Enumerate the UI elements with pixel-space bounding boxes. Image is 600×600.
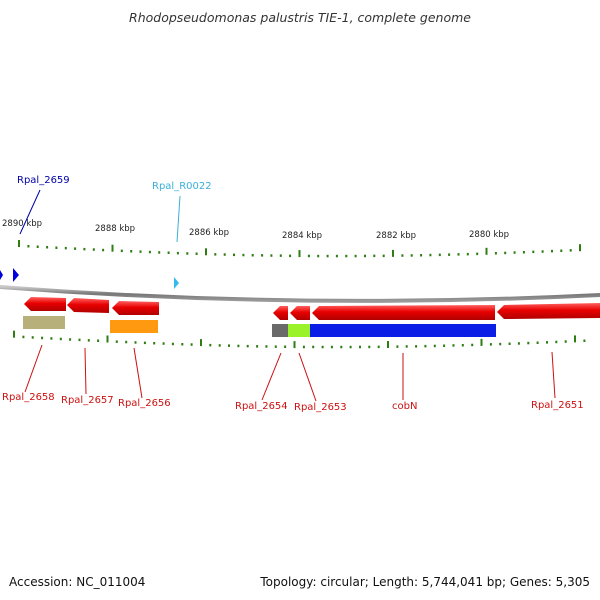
cog-bar-rpal-2656 xyxy=(110,320,158,333)
callout-line-rpal-2656 xyxy=(133,347,143,399)
gene-rpal-2657[interactable] xyxy=(67,298,109,313)
rna-gene-marker xyxy=(174,277,179,289)
gene-label-rpal-2658[interactable]: Rpal_2658 xyxy=(2,392,55,403)
gene-label-rpal-2651[interactable]: Rpal_2651 xyxy=(531,400,584,411)
topology-text: Topology: circular; Length: 5,744,041 bp… xyxy=(260,575,590,589)
cog-bar-rpal-2658 xyxy=(23,316,65,329)
ruler-label-2884: 2884 kbp xyxy=(282,231,323,241)
blue-gene-marker xyxy=(13,268,19,282)
ruler-label-2890: 2890 kbp xyxy=(2,219,43,229)
gene-label-rpal-2654[interactable]: Rpal_2654 xyxy=(235,401,288,412)
cog-bar-rpal-2654 xyxy=(272,324,288,337)
cog-bar-cobn xyxy=(310,324,496,337)
genome-title: Rhodopseudomonas palustris TIE-1, comple… xyxy=(129,10,471,25)
callout-line-rpal-r0022 xyxy=(176,195,181,243)
gene-label-rpal-2659[interactable]: Rpal_2659 xyxy=(17,175,70,186)
callout-line-rpal-2651 xyxy=(551,351,556,399)
genome-backbone xyxy=(0,285,600,303)
ruler-ticks-upper xyxy=(18,240,581,258)
gene-label-rpal-2656[interactable]: Rpal_2656 xyxy=(118,398,171,409)
accession-text: Accession: NC_011004 xyxy=(9,575,146,589)
gene-label-cobn[interactable]: cobN xyxy=(392,401,418,412)
callout-line-rpal-2654 xyxy=(261,352,282,401)
gene-rpal-2651[interactable] xyxy=(497,303,600,319)
gene-label-rpal-2657[interactable]: Rpal_2657 xyxy=(61,395,114,406)
cog-bar-rpal-2653 xyxy=(288,324,310,337)
ruler-label-2880: 2880 kbp xyxy=(469,230,510,240)
ruler-label-2888: 2888 kbp xyxy=(95,224,136,234)
gene-rpal-2654[interactable] xyxy=(273,306,288,320)
callout-line-rpal-2658 xyxy=(24,344,43,393)
callout-line-rpal-2659 xyxy=(19,189,41,235)
gene-rpal-2653[interactable] xyxy=(290,306,310,320)
gene-label-rpal-2653[interactable]: Rpal_2653 xyxy=(294,402,347,413)
ruler-ticks-lower xyxy=(13,330,586,349)
ruler-label-2882: 2882 kbp xyxy=(376,231,417,241)
callout-line-rpal-2653 xyxy=(298,352,317,402)
gene-label-rpal-r0022[interactable]: Rpal_R0022 xyxy=(152,181,212,192)
gene-rpal-2658[interactable] xyxy=(24,297,66,311)
ruler-label-2886: 2886 kbp xyxy=(189,228,230,238)
blue-gene-marker-left xyxy=(0,270,3,280)
gene-rpal-2656[interactable] xyxy=(112,301,159,315)
gene-cobn[interactable] xyxy=(312,305,495,320)
callout-line-rpal-2657 xyxy=(84,347,87,395)
